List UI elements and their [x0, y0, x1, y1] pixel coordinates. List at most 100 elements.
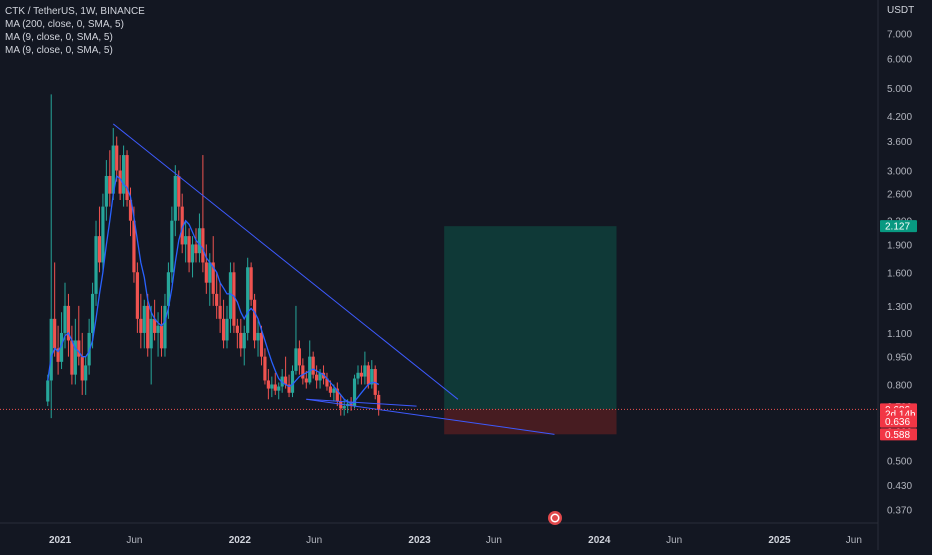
candle [277, 382, 281, 400]
price-label-text: 0.588 [885, 430, 910, 441]
candle [301, 358, 305, 385]
candle-body [228, 272, 233, 319]
candle-body [118, 170, 122, 194]
candle [59, 312, 64, 370]
candle [363, 351, 367, 385]
candle [135, 262, 139, 333]
candle-body [335, 388, 339, 402]
candle [239, 318, 243, 357]
candle-body [149, 318, 153, 349]
candle-body [53, 318, 57, 349]
candle [235, 318, 239, 349]
ma-line [47, 174, 380, 405]
candle-body [315, 374, 319, 381]
target-zone[interactable] [444, 226, 617, 410]
candle-body [208, 262, 212, 283]
candle [49, 94, 53, 419]
indicator-ma-200[interactable]: MA (200, close, 0, SMA, 5) [5, 19, 124, 30]
candle [263, 348, 267, 385]
candle-body [270, 384, 274, 389]
symbol-title[interactable]: CTK / TetherUS, 1W, BINANCE [5, 6, 145, 17]
candle [159, 305, 164, 357]
candle-body [187, 236, 191, 263]
candle-body [125, 155, 129, 201]
x-tick-label: 2023 [408, 535, 431, 546]
candle [249, 262, 253, 306]
indicator-ma-9[interactable]: MA (9, close, 0, SMA, 5) [5, 32, 113, 43]
candle-body [59, 332, 64, 362]
y-tick-label: 3.000 [887, 166, 912, 177]
candle-body [359, 372, 364, 377]
candle-body [166, 272, 171, 306]
candle [139, 293, 143, 349]
candle-body [225, 318, 229, 341]
candle-body [84, 365, 88, 381]
candle-body [190, 244, 195, 263]
x-tick-label: Jun [486, 535, 502, 546]
candle-body [46, 380, 50, 402]
candle-body [128, 200, 133, 221]
candle-body [66, 305, 71, 341]
candle [256, 318, 260, 357]
price-label: 0.636 [880, 415, 917, 428]
candle [304, 370, 308, 389]
y-tick-label: 0.430 [887, 481, 912, 492]
candle-body [56, 348, 60, 362]
candle-body [304, 378, 308, 383]
candle [177, 170, 181, 221]
candle [146, 293, 150, 357]
candle-body [342, 406, 346, 409]
trendline[interactable] [306, 398, 417, 407]
y-tick-label: 2.600 [887, 190, 912, 201]
chart-legend: CTK / TetherUS, 1W, BINANCE MA (200, clo… [5, 5, 145, 57]
x-tick-label: 2021 [49, 535, 72, 546]
candle-body [204, 262, 208, 283]
candle-body [252, 299, 257, 341]
y-tick-label: 1.600 [887, 268, 912, 279]
candle-body [70, 340, 74, 375]
candle [170, 206, 174, 283]
candle-body [266, 380, 270, 389]
candle-body [242, 332, 246, 349]
candle [270, 376, 274, 398]
candle-body [173, 175, 177, 221]
candle [356, 365, 360, 385]
price-label-text: 2d 14h [885, 410, 916, 421]
candle-body [290, 370, 295, 393]
candle [273, 372, 277, 395]
candle-body [235, 325, 239, 333]
indicator-ma-9-second[interactable]: MA (9, close, 0, SMA, 5) [5, 45, 113, 56]
candle-body [170, 220, 174, 273]
candle [121, 145, 126, 207]
candle-body [121, 155, 126, 194]
event-flag-icon[interactable] [548, 511, 562, 525]
candle [156, 312, 160, 357]
trendline[interactable] [112, 123, 459, 400]
price-label-bg [880, 415, 917, 428]
candle [211, 236, 215, 306]
candle-body [325, 378, 329, 387]
candle [215, 272, 219, 319]
candle [359, 365, 364, 385]
candle-body [366, 365, 370, 385]
candle [259, 325, 264, 366]
candle-body [339, 401, 343, 409]
candle [352, 374, 357, 409]
price-label-bg [880, 220, 917, 233]
candle [80, 332, 84, 395]
candle-body [142, 305, 146, 333]
x-tick-label: Jun [126, 535, 142, 546]
y-tick-label: 0.800 [887, 380, 912, 391]
y-tick-label: 1.300 [887, 302, 912, 313]
candle-body [332, 388, 336, 393]
candle-body [249, 267, 253, 300]
trendline[interactable] [306, 398, 555, 435]
candle-body [377, 394, 381, 410]
candle-body [146, 305, 150, 349]
stop-zone[interactable] [444, 409, 617, 435]
candle-body [197, 228, 202, 254]
candle-body [97, 236, 102, 263]
candle [118, 155, 122, 201]
